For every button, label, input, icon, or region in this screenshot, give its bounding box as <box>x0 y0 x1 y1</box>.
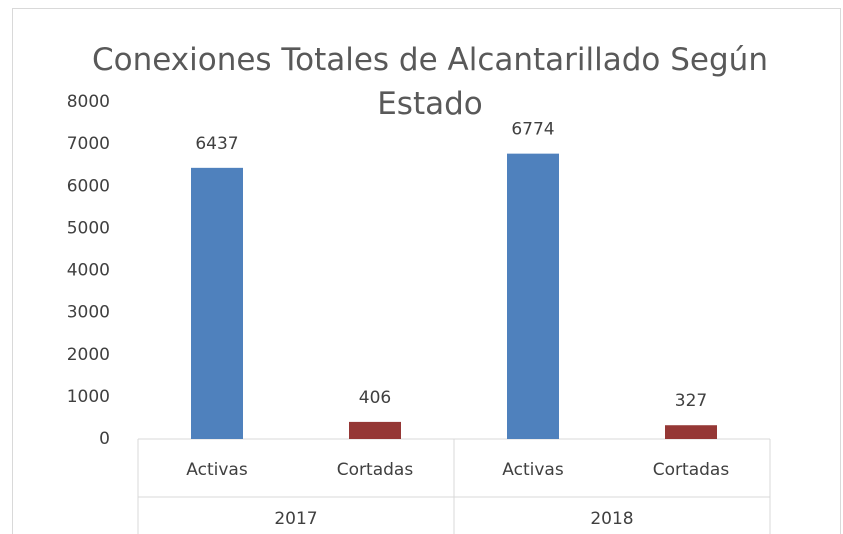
bar <box>507 153 559 439</box>
y-tick-label: 1000 <box>67 387 110 407</box>
y-tick-label: 8000 <box>67 92 110 112</box>
bar <box>349 421 401 439</box>
data-label: 327 <box>675 391 707 411</box>
x-tick-label: Activas <box>502 460 564 480</box>
data-label: 406 <box>359 388 391 408</box>
y-tick-label: 5000 <box>67 218 110 238</box>
y-tick-label: 7000 <box>67 134 110 154</box>
y-tick-label: 4000 <box>67 261 110 281</box>
bar <box>191 167 243 439</box>
data-label: 6437 <box>195 134 238 154</box>
y-tick-label: 2000 <box>67 345 110 365</box>
bar <box>665 425 717 439</box>
y-tick-label: 6000 <box>67 176 110 196</box>
chart-border <box>12 8 841 534</box>
data-label: 6774 <box>511 120 554 140</box>
y-tick-label: 0 <box>99 429 110 449</box>
x-tick-label: Activas <box>186 460 248 480</box>
group-label: 2018 <box>590 509 633 529</box>
chart-title: Conexiones Totales de Alcantarillado Seg… <box>92 42 768 122</box>
x-tick-label: Cortadas <box>653 460 730 480</box>
x-tick-label: Cortadas <box>337 460 414 480</box>
group-label: 2017 <box>274 509 317 529</box>
y-tick-label: 3000 <box>67 303 110 323</box>
